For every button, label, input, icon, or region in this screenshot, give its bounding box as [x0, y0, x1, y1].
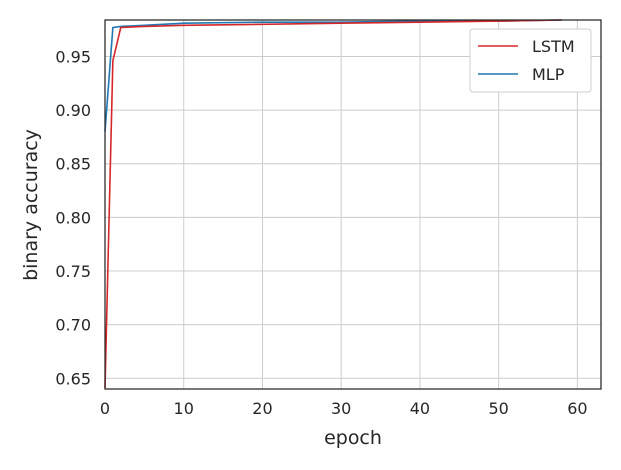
x-tick-label: 20: [252, 399, 272, 418]
x-tick-label: 0: [100, 399, 110, 418]
plot-frame: [104, 19, 602, 390]
x-axis-label: epoch: [324, 427, 382, 449]
x-tick-label: 40: [410, 399, 430, 418]
y-tick-label: 0.90: [55, 101, 91, 120]
y-axis-ticks: 0.65 0.70 0.75 0.80 0.85 0.90 0.95: [55, 47, 91, 388]
grid-lines: [104, 20, 601, 389]
y-axis-label: binary accuracy: [20, 129, 42, 281]
x-tick-label: 30: [331, 399, 351, 418]
x-tick-label: 10: [174, 399, 194, 418]
x-tick-label: 60: [567, 399, 587, 418]
legend-label-mlp: MLP: [532, 65, 565, 84]
y-tick-label: 0.95: [55, 47, 91, 66]
legend-label-lstm: LSTM: [532, 37, 575, 56]
plot-area: [104, 19, 562, 388]
x-tick-label: 50: [488, 399, 508, 418]
legend: LSTM MLP: [469, 28, 592, 93]
y-tick-label: 0.70: [55, 316, 91, 335]
x-axis-ticks: 0 10 20 30 40 50 60: [100, 399, 588, 418]
y-tick-label: 0.80: [55, 208, 91, 227]
legend-box: [469, 28, 592, 93]
y-tick-label: 0.75: [55, 262, 91, 281]
y-tick-label: 0.65: [55, 369, 91, 388]
series-line-lstm: [104, 19, 562, 388]
y-tick-label: 0.85: [55, 155, 91, 174]
